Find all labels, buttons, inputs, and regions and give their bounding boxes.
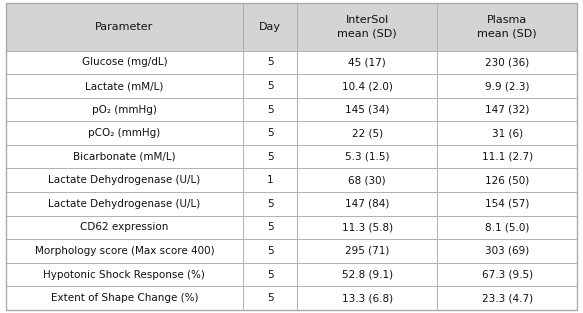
Bar <box>6 3 243 51</box>
Text: pO₂ (mmHg): pO₂ (mmHg) <box>92 105 157 115</box>
Text: 154 (57): 154 (57) <box>485 199 529 209</box>
Bar <box>297 145 437 168</box>
Text: 45 (17): 45 (17) <box>348 58 386 68</box>
Text: 5: 5 <box>267 246 273 256</box>
Text: 5: 5 <box>267 269 273 280</box>
Bar <box>243 286 297 310</box>
Bar <box>297 216 437 239</box>
Text: 5: 5 <box>267 128 273 138</box>
Bar <box>437 239 577 263</box>
Bar <box>6 168 243 192</box>
Bar <box>6 192 243 216</box>
Bar <box>297 3 437 51</box>
Text: Lactate (mM/L): Lactate (mM/L) <box>85 81 164 91</box>
Text: 11.1 (2.7): 11.1 (2.7) <box>482 152 533 162</box>
Bar <box>6 74 243 98</box>
Text: 230 (36): 230 (36) <box>485 58 529 68</box>
Text: 23.3 (4.7): 23.3 (4.7) <box>482 293 533 303</box>
Bar <box>297 51 437 74</box>
Text: Plasma
mean (SD): Plasma mean (SD) <box>477 15 537 38</box>
Bar <box>297 239 437 263</box>
Text: 5: 5 <box>267 199 273 209</box>
Text: 1: 1 <box>267 175 273 185</box>
Bar <box>6 51 243 74</box>
Text: 22 (5): 22 (5) <box>352 128 383 138</box>
Text: Hypotonic Shock Response (%): Hypotonic Shock Response (%) <box>44 269 205 280</box>
Bar <box>243 3 297 51</box>
Bar <box>243 192 297 216</box>
Bar <box>243 98 297 121</box>
Text: 147 (84): 147 (84) <box>345 199 389 209</box>
Text: pCO₂ (mmHg): pCO₂ (mmHg) <box>88 128 160 138</box>
Text: CD62 expression: CD62 expression <box>80 223 168 232</box>
Bar <box>437 168 577 192</box>
Text: Extent of Shape Change (%): Extent of Shape Change (%) <box>51 293 198 303</box>
Text: 9.9 (2.3): 9.9 (2.3) <box>485 81 529 91</box>
Text: Bicarbonate (mM/L): Bicarbonate (mM/L) <box>73 152 175 162</box>
Bar <box>437 74 577 98</box>
Bar <box>437 3 577 51</box>
Text: 5: 5 <box>267 152 273 162</box>
Text: 13.3 (6.8): 13.3 (6.8) <box>342 293 393 303</box>
Text: 8.1 (5.0): 8.1 (5.0) <box>485 223 529 232</box>
Text: 295 (71): 295 (71) <box>345 246 389 256</box>
Text: 5.3 (1.5): 5.3 (1.5) <box>345 152 389 162</box>
Text: 68 (30): 68 (30) <box>349 175 386 185</box>
Bar <box>243 51 297 74</box>
Text: Lactate Dehydrogenase (U/L): Lactate Dehydrogenase (U/L) <box>48 175 201 185</box>
Text: 5: 5 <box>267 223 273 232</box>
Bar <box>6 216 243 239</box>
Text: 147 (32): 147 (32) <box>485 105 529 115</box>
Text: 5: 5 <box>267 58 273 68</box>
Text: 31 (6): 31 (6) <box>491 128 523 138</box>
Bar <box>437 145 577 168</box>
Bar <box>6 286 243 310</box>
Bar <box>437 51 577 74</box>
Text: Morphology score (Max score 400): Morphology score (Max score 400) <box>34 246 214 256</box>
Text: 145 (34): 145 (34) <box>345 105 389 115</box>
Bar <box>243 239 297 263</box>
Text: 126 (50): 126 (50) <box>485 175 529 185</box>
Bar <box>6 263 243 286</box>
Bar <box>243 216 297 239</box>
Bar <box>437 121 577 145</box>
Text: Day: Day <box>259 22 281 32</box>
Bar <box>297 98 437 121</box>
Bar <box>243 168 297 192</box>
Text: Lactate Dehydrogenase (U/L): Lactate Dehydrogenase (U/L) <box>48 199 201 209</box>
Bar <box>243 145 297 168</box>
Text: 52.8 (9.1): 52.8 (9.1) <box>342 269 393 280</box>
Bar <box>6 121 243 145</box>
Text: 11.3 (5.8): 11.3 (5.8) <box>342 223 393 232</box>
Bar <box>297 74 437 98</box>
Bar <box>437 286 577 310</box>
Bar <box>437 216 577 239</box>
Text: 5: 5 <box>267 293 273 303</box>
Bar <box>297 263 437 286</box>
Bar <box>297 286 437 310</box>
Text: 5: 5 <box>267 105 273 115</box>
Bar <box>297 192 437 216</box>
Bar <box>297 121 437 145</box>
Bar <box>243 263 297 286</box>
Text: 5: 5 <box>267 81 273 91</box>
Text: InterSol
mean (SD): InterSol mean (SD) <box>338 15 397 38</box>
Bar <box>437 98 577 121</box>
Text: 303 (69): 303 (69) <box>485 246 529 256</box>
Bar <box>243 121 297 145</box>
Text: 10.4 (2.0): 10.4 (2.0) <box>342 81 392 91</box>
Text: Parameter: Parameter <box>95 22 153 32</box>
Bar <box>297 168 437 192</box>
Bar <box>243 74 297 98</box>
Bar <box>437 263 577 286</box>
Text: Glucose (mg/dL): Glucose (mg/dL) <box>82 58 167 68</box>
Bar <box>6 239 243 263</box>
Bar <box>437 192 577 216</box>
Bar <box>6 145 243 168</box>
Text: 67.3 (9.5): 67.3 (9.5) <box>482 269 533 280</box>
Bar <box>6 98 243 121</box>
